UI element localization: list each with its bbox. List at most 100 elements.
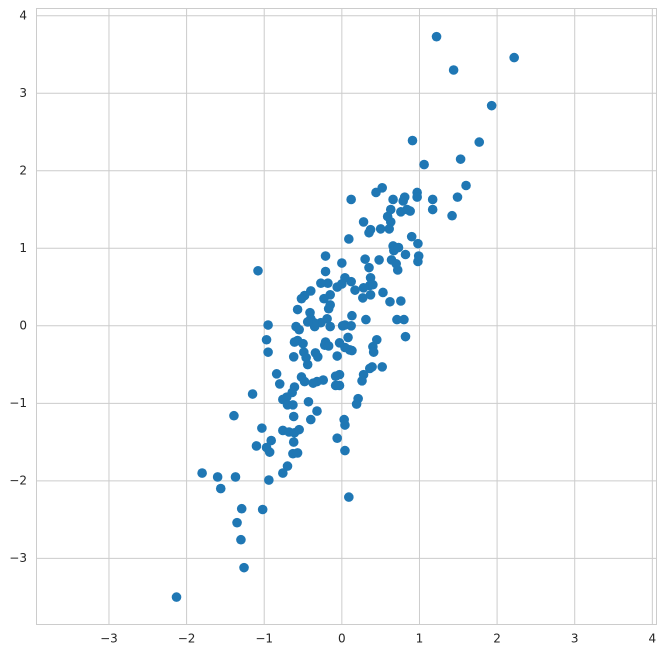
point bbox=[364, 227, 374, 238]
point bbox=[412, 192, 422, 202]
point bbox=[375, 224, 386, 234]
point bbox=[396, 296, 406, 306]
point bbox=[400, 249, 411, 260]
point bbox=[308, 378, 318, 388]
point bbox=[385, 296, 395, 307]
y-tick-label: 4 bbox=[19, 8, 27, 22]
point bbox=[229, 410, 239, 421]
point bbox=[312, 352, 323, 362]
point bbox=[399, 192, 410, 202]
point bbox=[332, 351, 342, 361]
point bbox=[309, 321, 320, 332]
point bbox=[282, 461, 293, 471]
point bbox=[298, 338, 308, 349]
point bbox=[288, 400, 298, 410]
point bbox=[358, 293, 368, 303]
point bbox=[371, 187, 381, 198]
point bbox=[474, 137, 485, 147]
point bbox=[486, 100, 497, 111]
point bbox=[509, 52, 519, 63]
point bbox=[278, 468, 288, 478]
point bbox=[358, 283, 369, 293]
point bbox=[384, 224, 394, 234]
point bbox=[312, 406, 322, 416]
point bbox=[344, 234, 354, 244]
point bbox=[263, 347, 273, 357]
point bbox=[230, 472, 241, 482]
point bbox=[215, 483, 226, 494]
point bbox=[261, 334, 272, 345]
point bbox=[388, 194, 398, 205]
point bbox=[292, 448, 303, 458]
y-tick-label: 3 bbox=[19, 86, 27, 100]
point bbox=[294, 424, 304, 435]
x-tick-label: −3 bbox=[100, 632, 118, 646]
point bbox=[257, 423, 267, 433]
point bbox=[266, 435, 277, 446]
point bbox=[263, 320, 273, 330]
point bbox=[264, 475, 274, 485]
point bbox=[302, 359, 313, 370]
point bbox=[413, 238, 423, 249]
point bbox=[358, 217, 369, 227]
point bbox=[357, 376, 367, 386]
point bbox=[413, 256, 423, 267]
y-tick-label: −2 bbox=[9, 473, 27, 487]
point bbox=[330, 371, 341, 381]
point bbox=[320, 251, 331, 261]
point bbox=[368, 279, 378, 290]
point bbox=[427, 194, 438, 205]
point bbox=[303, 396, 314, 407]
point bbox=[296, 293, 307, 304]
point bbox=[431, 31, 442, 42]
point bbox=[452, 192, 463, 202]
point bbox=[264, 447, 275, 457]
point bbox=[392, 314, 402, 325]
point bbox=[171, 592, 182, 602]
point bbox=[294, 324, 304, 335]
point bbox=[346, 194, 356, 205]
point bbox=[247, 389, 258, 399]
x-tick-label: −1 bbox=[255, 632, 273, 646]
y-tick-label: −1 bbox=[9, 396, 27, 410]
point bbox=[316, 278, 326, 288]
point bbox=[302, 317, 313, 327]
point bbox=[340, 420, 350, 430]
x-tick-label: 0 bbox=[338, 632, 346, 646]
point bbox=[455, 154, 466, 164]
point bbox=[334, 338, 345, 348]
point bbox=[288, 437, 299, 447]
point bbox=[385, 204, 396, 215]
point bbox=[368, 347, 379, 357]
point bbox=[305, 307, 315, 318]
point bbox=[419, 159, 429, 170]
y-tick-label: 1 bbox=[19, 241, 27, 255]
y-tick-label: 2 bbox=[19, 163, 27, 177]
point bbox=[319, 293, 329, 304]
point bbox=[325, 321, 335, 332]
point bbox=[461, 180, 471, 191]
point bbox=[323, 303, 334, 314]
x-tick-label: 2 bbox=[493, 632, 501, 646]
point bbox=[271, 369, 282, 379]
point bbox=[337, 321, 348, 331]
point bbox=[350, 285, 360, 295]
point bbox=[251, 441, 262, 451]
x-tick-label: 4 bbox=[649, 632, 657, 646]
point bbox=[340, 445, 350, 456]
point bbox=[337, 258, 347, 268]
point bbox=[367, 362, 377, 372]
point bbox=[236, 503, 247, 514]
point bbox=[346, 321, 356, 331]
plot-frame bbox=[36, 8, 657, 625]
point bbox=[448, 65, 459, 75]
point bbox=[405, 206, 415, 216]
point bbox=[377, 362, 388, 372]
point bbox=[360, 254, 370, 264]
point bbox=[239, 562, 249, 573]
point bbox=[288, 411, 299, 422]
point bbox=[407, 135, 418, 146]
point bbox=[347, 310, 357, 321]
point bbox=[197, 468, 207, 478]
